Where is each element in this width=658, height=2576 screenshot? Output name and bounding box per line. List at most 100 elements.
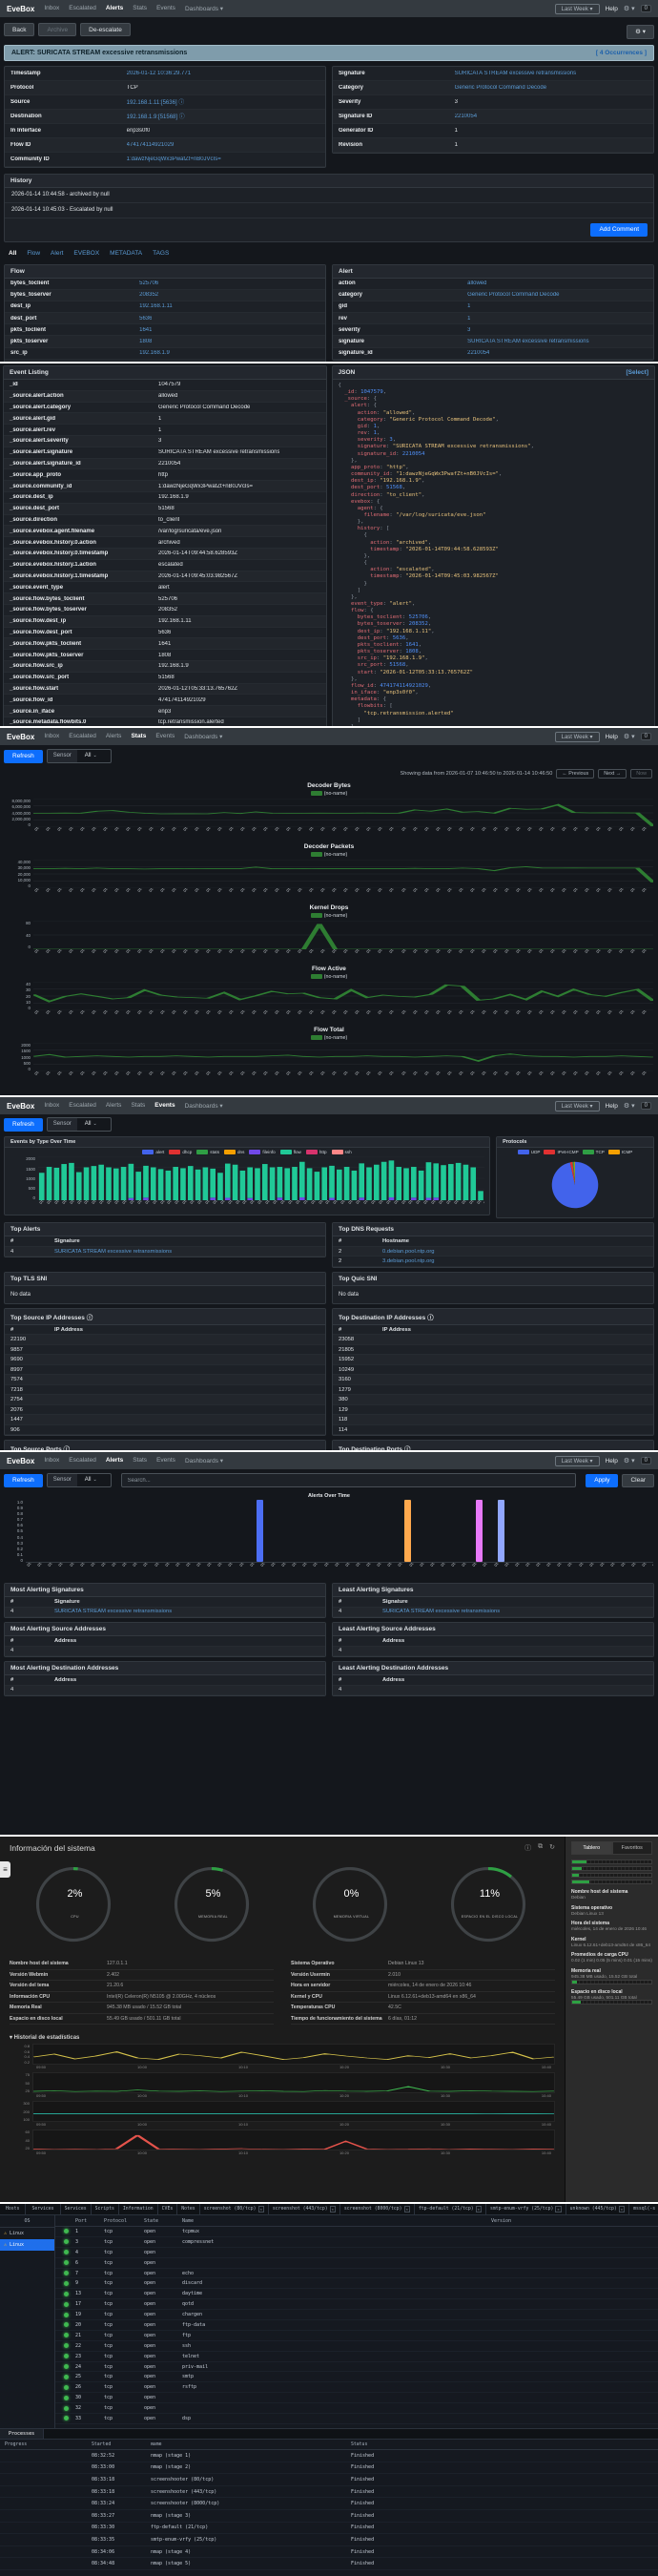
kv-value[interactable]: 1808 [139,339,153,345]
nav-item-inbox[interactable]: Inbox [44,1457,60,1464]
tab-tags[interactable]: TAGS [153,249,170,257]
service-row[interactable]: 17 tcp open qotd [55,2299,658,2311]
tab-alert[interactable]: Alert [51,249,64,257]
gear-icon[interactable]: ⚙ ▾ [623,1103,635,1110]
archive-button[interactable]: Archive [38,23,77,37]
table-row[interactable]: 21805 [333,1345,653,1356]
table-row[interactable]: 1279 [333,1385,653,1396]
help-link[interactable]: Help [605,1457,618,1465]
time-range-button[interactable]: Last Week ▾ [554,1100,600,1111]
nav-item-stats[interactable]: Stats [131,1102,146,1109]
table-row[interactable]: 129 [333,1405,653,1416]
kv-value[interactable]: 3 [467,326,471,333]
occurrences-link[interactable]: [ 4 Occurrences ] [595,49,647,56]
kv-value[interactable]: Generic Protocol Command Decode [467,292,560,299]
kv-value[interactable]: 192.168.1.11:[5636] ⓘ [126,100,185,106]
service-row[interactable]: 32 tcp open [55,2403,658,2415]
table-row[interactable]: 3160 [333,1375,653,1385]
nav-item-dashboards[interactable]: Dashboards ▾ [184,734,223,740]
table-row[interactable]: 1447 [5,1415,325,1425]
table-row[interactable]: 4 SURICATA STREAM excessive retransmissio… [333,1607,653,1617]
nav-item-escalated[interactable]: Escalated [69,5,96,11]
nav-item-inbox[interactable]: Inbox [44,5,60,11]
nav-item-events[interactable]: Events [156,1457,175,1464]
nav-item-alerts[interactable]: Alerts [105,733,122,739]
nav-item-escalated[interactable]: Escalated [69,1457,96,1464]
tool-tab[interactable]: Scripts [92,2204,119,2214]
kv-value[interactable]: 208352 [139,292,159,299]
tab-flow[interactable]: Flow [27,249,41,257]
nav-item-inbox[interactable]: Inbox [44,1102,60,1109]
kv-value[interactable]: SURICATA STREAM excessive retransmission… [454,70,577,76]
close-icon[interactable]: ✕ [475,2206,482,2212]
previous-button[interactable]: ← Previous [556,769,595,779]
table-row[interactable]: 2 0.debian.pool.ntp.org [333,1246,653,1257]
tab-all[interactable]: All [9,249,17,257]
next-button[interactable]: Next → [598,769,627,779]
close-icon[interactable]: ✕ [618,2206,626,2212]
tool-tab[interactable]: CVEs [158,2204,178,2214]
refresh-button[interactable]: Refresh [4,1473,43,1487]
table-row[interactable]: 2 3.debian.pool.ntp.org [333,1257,653,1267]
settings-dropdown-button[interactable]: ⚙ ▾ [627,24,654,39]
nav-item-alerts[interactable]: Alerts [105,5,124,11]
table-row[interactable]: 4 [333,1646,653,1656]
process-row[interactable]: 08:33:18 screenshooter (80/tcp) Finished [0,2474,658,2486]
close-icon[interactable]: ✕ [329,2206,336,2212]
json-select-link[interactable]: [Select] [626,369,648,376]
service-row[interactable]: 4 tcp open [55,2248,658,2258]
table-row[interactable]: 9857 [5,1345,325,1356]
back-button[interactable]: Back [4,23,35,37]
kv-value[interactable]: 474174114921029 [126,141,175,148]
service-row[interactable]: 22 tcp open ssh [55,2341,658,2352]
refresh-button[interactable]: Refresh [4,1117,43,1132]
table-cell[interactable]: SURICATA STREAM excessive retransmission… [54,1609,173,1615]
tab-evebox[interactable]: EVEBOX [73,249,100,257]
nav-item-dashboards[interactable]: Dashboards ▾ [184,1103,223,1110]
table-row[interactable]: 4 [5,1646,325,1656]
table-row[interactable]: 380 [333,1395,653,1405]
time-range-button[interactable]: Last Week ▾ [554,1455,600,1466]
tab-tablero[interactable]: Tablero [571,1841,612,1855]
process-row[interactable]: 08:33:24 screenshooter (8000/tcp) Finished [0,2498,658,2510]
table-row[interactable]: 4 [5,1685,325,1695]
help-link[interactable]: Help [605,733,618,740]
process-row[interactable]: 08:34:06 nmap (stage 4) Finished [0,2546,658,2559]
kv-value[interactable]: 2026-01-12 10:36:29.771 [126,70,192,76]
table-cell[interactable]: 3.debian.pool.ntp.org [382,1258,435,1265]
menu-hamburger-icon[interactable]: ≡ [0,1861,10,1878]
kv-value[interactable]: 1641 [139,326,153,333]
alert-time-bar[interactable] [257,1500,264,1562]
refresh-icon[interactable]: ↻ [549,1844,555,1851]
service-row[interactable]: 13 tcp open daytime [55,2289,658,2300]
add-comment-button[interactable]: Add Comment [590,222,648,237]
tool-tab[interactable]: unknown (445/tcp) ✕ [566,2204,630,2214]
tool-tab[interactable]: ftp-default (21/tcp) ✕ [415,2204,486,2214]
process-row[interactable]: 08:33:35 smtp-enum-vrfy (25/tcp) Finished [0,2534,658,2546]
service-row[interactable]: 33 tcp open dsp [55,2414,658,2424]
clear-button[interactable]: Clear [622,1473,654,1487]
info-icon[interactable]: ⓘ [524,1845,532,1852]
kv-value[interactable]: 2210054 [467,350,490,357]
service-row[interactable]: 24 tcp open priv-mail [55,2362,658,2373]
alert-time-bar[interactable] [475,1500,483,1562]
tool-tab[interactable]: screenshot (80/tcp) ✕ [200,2204,269,2214]
process-row[interactable]: 08:34:48 nmap (stage 5) Finished [0,2558,658,2570]
table-row[interactable]: 2076 [5,1405,325,1416]
now-button[interactable]: Now [630,769,652,779]
nav-item-inbox[interactable]: Inbox [44,733,60,739]
tab-metadata[interactable]: METADATA [110,249,143,257]
tool-tab[interactable]: Notes [177,2204,200,2214]
time-range-button[interactable]: Last Week ▾ [554,731,600,742]
sensor-select[interactable]: Sensor All ⌄ [46,1117,112,1132]
nav-item-escalated[interactable]: Escalated [69,1102,96,1109]
tool-tab[interactable]: screenshot (443/tcp) ✕ [269,2204,340,2214]
service-row[interactable]: 9 tcp open discard [55,2278,658,2290]
process-row[interactable]: 08:33:27 nmap (stage 3) Finished [0,2510,658,2523]
stats-history-toggle[interactable]: ▾ Historial de estadísticas [10,2035,80,2041]
table-row[interactable]: 7574 [5,1375,325,1385]
table-row[interactable]: 9690 [5,1355,325,1365]
alert-time-bar[interactable] [403,1500,411,1562]
table-row[interactable]: 4 SURICATA STREAM excessive retransmissio… [5,1246,325,1257]
kv-value[interactable]: 192.168.1.9 [139,350,170,357]
